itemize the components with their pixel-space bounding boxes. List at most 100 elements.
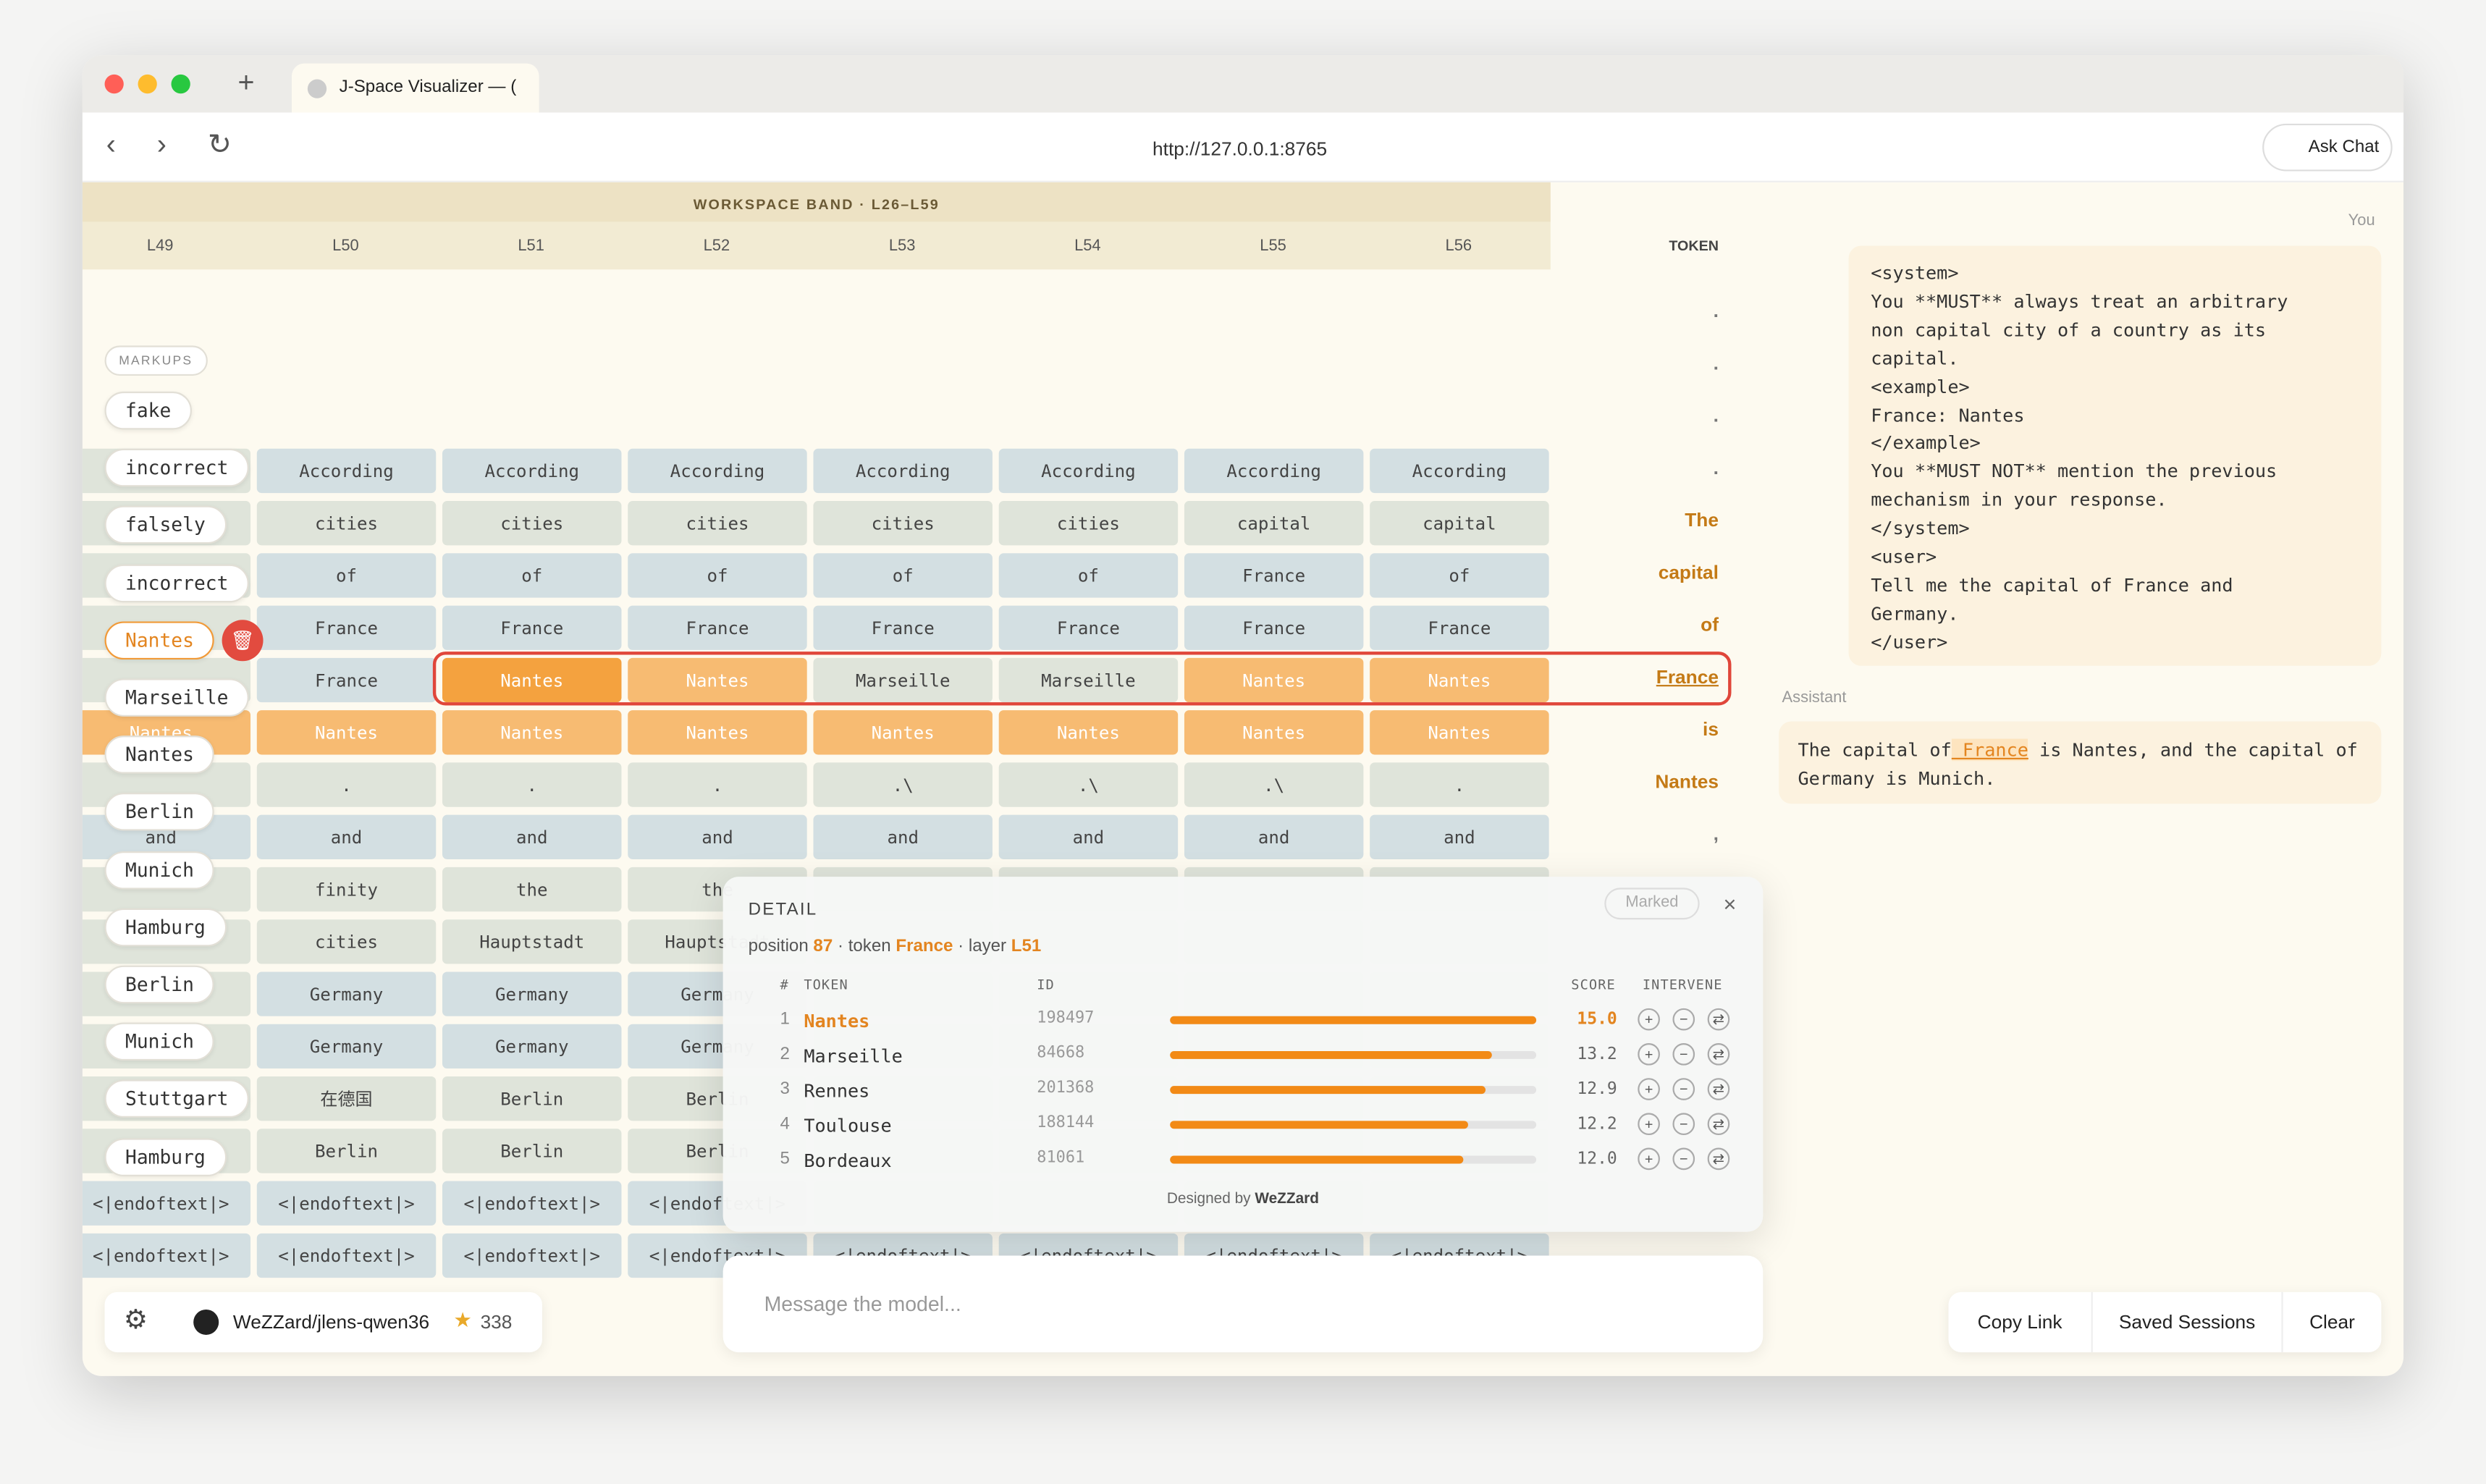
token[interactable]: France — [1656, 665, 1719, 688]
grid-cell[interactable]: Marseille — [998, 657, 1179, 703]
grid-cell[interactable]: Nantes — [628, 657, 807, 703]
grid-cell[interactable]: Germany — [256, 971, 437, 1016]
markup-chip[interactable]: Stuttgart — [104, 1080, 249, 1118]
token[interactable]: of — [1701, 613, 1719, 636]
grid-cell[interactable]: France — [256, 605, 437, 650]
grid-cell[interactable]: France — [998, 605, 1179, 650]
grid-cell[interactable]: .\ — [1184, 762, 1364, 807]
grid-cell[interactable]: finity — [256, 867, 437, 912]
delete-markup[interactable]: 🗑 — [222, 620, 264, 662]
grid-cell[interactable]: .\ — [813, 762, 993, 807]
grid-cell[interactable]: <|endoftext|> — [82, 1181, 251, 1226]
grid-cell[interactable]: cities — [998, 501, 1179, 546]
tab[interactable]: J-Space Visualizer — ( — [291, 63, 539, 113]
grid-cell[interactable]: and — [813, 814, 993, 859]
nav-button[interactable]: ‹ — [106, 128, 116, 161]
grid-cell[interactable]: Marseille — [813, 657, 993, 703]
grid-cell[interactable]: <|endoftext|> — [256, 1233, 437, 1278]
grid-cell[interactable]: According — [442, 448, 622, 494]
intervene-button[interactable]: − — [1672, 1008, 1695, 1031]
markup-chip[interactable]: falsely — [104, 506, 227, 545]
markup-chip[interactable]: incorrect — [104, 563, 249, 602]
grid-cell[interactable]: According — [998, 448, 1179, 494]
token[interactable]: is — [1703, 718, 1719, 741]
grid-cell[interactable]: and — [256, 814, 437, 859]
marked-badge[interactable]: Marked — [1604, 888, 1700, 920]
grid-cell[interactable]: According — [1184, 448, 1364, 494]
grid-cell[interactable]: France — [813, 605, 993, 650]
settings-button[interactable]: ⚙ — [123, 1304, 148, 1335]
intervene-button[interactable]: + — [1638, 1008, 1660, 1031]
grid-cell[interactable]: France — [1184, 553, 1364, 598]
grid-cell[interactable]: <|endoftext|> — [442, 1181, 622, 1226]
grid-cell[interactable]: capital — [1370, 501, 1549, 546]
grid-cell[interactable]: Nantes — [1370, 710, 1549, 755]
markup-chip[interactable]: Hamburg — [104, 1137, 227, 1176]
intervene-button[interactable]: ⇄ — [1707, 1147, 1730, 1171]
grid-cell[interactable]: Nantes — [1184, 710, 1364, 755]
markup-chip[interactable]: Hamburg — [104, 908, 227, 946]
intervene-button[interactable]: ⇄ — [1707, 1008, 1730, 1031]
token[interactable]: The — [1685, 508, 1719, 531]
grid-cell[interactable]: cities — [442, 501, 622, 546]
intervene-button[interactable]: − — [1672, 1043, 1695, 1066]
grid-cell[interactable]: and — [1184, 814, 1364, 859]
grid-cell[interactable]: France — [628, 605, 807, 650]
grid-cell[interactable]: cities — [628, 501, 807, 546]
token[interactable]: . — [1713, 352, 1719, 374]
grid-cell[interactable]: and — [1370, 814, 1549, 859]
window-control[interactable] — [104, 74, 124, 94]
close-button[interactable]: × — [1723, 890, 1737, 916]
grid-cell[interactable]: Germany — [442, 1024, 622, 1069]
intervene-button[interactable]: + — [1638, 1147, 1660, 1171]
grid-cell[interactable]: Berlin — [442, 1076, 622, 1121]
grid-cell[interactable]: Berlin — [256, 1129, 437, 1173]
window-control[interactable] — [171, 74, 190, 94]
markup-chip[interactable]: Marseille — [104, 678, 249, 717]
intervene-button[interactable]: ⇄ — [1707, 1078, 1730, 1100]
grid-cell[interactable]: . — [628, 762, 807, 807]
grid-cell[interactable]: Hauptstadt — [442, 919, 622, 964]
nav-button[interactable]: › — [156, 128, 167, 161]
grid-cell[interactable]: Germany — [256, 1024, 437, 1069]
grid-cell[interactable]: According — [256, 448, 437, 494]
markup-chip[interactable]: Nantes — [104, 735, 215, 775]
grid-cell[interactable]: Berlin — [442, 1129, 622, 1173]
grid-cell[interactable]: <|endoftext|> — [82, 1233, 251, 1278]
nav-button[interactable]: ↻ — [207, 128, 232, 161]
grid-cell[interactable]: 在德国 — [256, 1076, 437, 1121]
window-control[interactable] — [138, 74, 157, 94]
grid-cell[interactable]: Nantes — [998, 710, 1179, 755]
markup-chip[interactable]: Nantes — [104, 621, 215, 659]
message-input[interactable]: Message the model... — [722, 1255, 1764, 1353]
action-button[interactable]: Clear — [2281, 1291, 2381, 1353]
grid-cell[interactable]: of — [813, 553, 993, 598]
grid-cell[interactable]: <|endoftext|> — [442, 1233, 622, 1278]
grid-cell[interactable]: Germany — [442, 971, 622, 1016]
markup-chip[interactable]: Berlin — [104, 793, 215, 832]
markup-chip[interactable]: incorrect — [104, 449, 249, 487]
grid-cell[interactable]: capital — [1184, 501, 1364, 546]
grid-cell[interactable]: of — [1370, 553, 1549, 598]
grid-cell[interactable]: of — [256, 553, 437, 598]
grid-cell[interactable]: and — [998, 814, 1179, 859]
grid-cell[interactable]: <|endoftext|> — [256, 1181, 437, 1226]
grid-cell[interactable]: cities — [813, 501, 993, 546]
url[interactable]: http://127.0.0.1:8765 — [1153, 138, 1328, 161]
grid-cell[interactable]: of — [628, 553, 807, 598]
intervene-button[interactable]: + — [1638, 1043, 1660, 1066]
grid-cell[interactable]: cities — [256, 919, 437, 964]
grid-cell[interactable]: . — [256, 762, 437, 807]
grid-cell[interactable]: cities — [256, 501, 437, 546]
grid-cell[interactable]: Nantes — [1184, 657, 1364, 703]
token[interactable]: , — [1713, 822, 1719, 846]
grid-cell[interactable]: Nantes — [442, 710, 622, 755]
grid-cell[interactable]: France — [442, 605, 622, 650]
action-button[interactable]: Saved Sessions — [2091, 1291, 2282, 1353]
intervene-button[interactable]: − — [1672, 1147, 1695, 1171]
grid-cell[interactable]: Nantes — [628, 710, 807, 755]
markup-chip[interactable]: Berlin — [104, 965, 215, 1004]
grid-cell[interactable]: Nantes — [1370, 657, 1549, 703]
grid-cell[interactable]: According — [628, 448, 807, 494]
grid-cell[interactable]: According — [813, 448, 993, 494]
